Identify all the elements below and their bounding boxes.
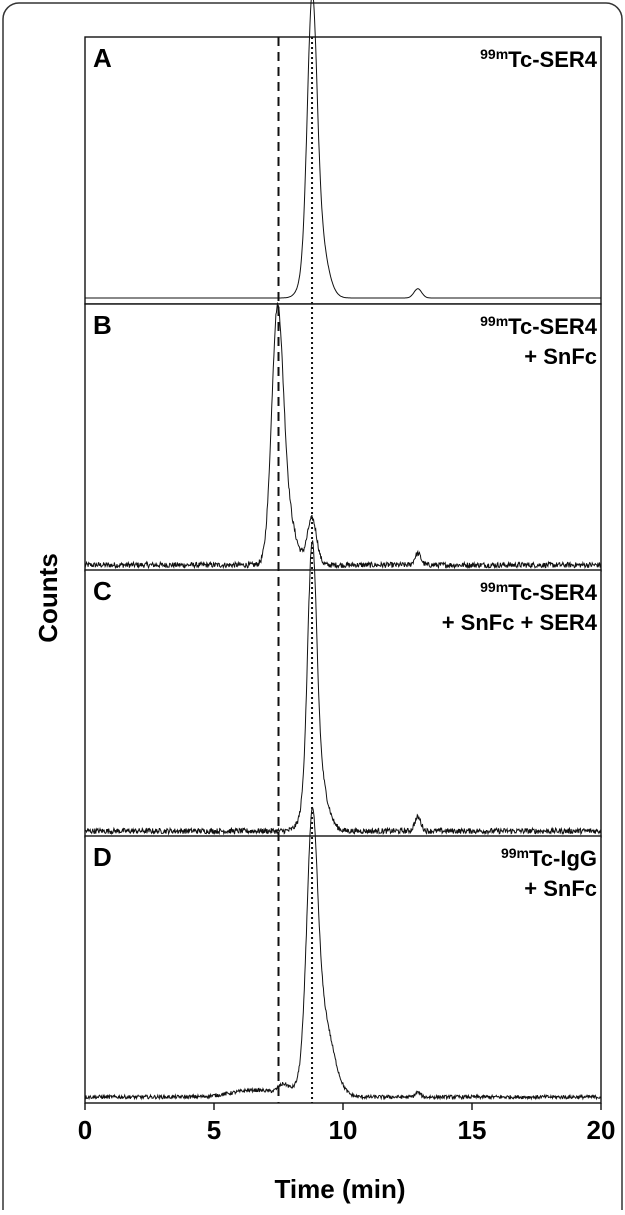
sample-label: 99mTc-SER4 [480,46,598,72]
sample-label-text: Tc-SER4 [508,580,598,605]
x-axis-label: Time (min) [275,1174,406,1204]
y-axis-label: Counts [33,553,63,643]
x-tick-label: 5 [207,1115,221,1145]
sample-label-line: + SnFc + SER4 [442,610,598,635]
sample-label-line: + SnFc [524,876,597,901]
sample-label: 99mTc-SER4 [480,313,598,339]
panel-letter: B [93,310,112,340]
reference-lines-group [277,37,314,1103]
panel-frame [84,835,602,1104]
x-tick-label: 0 [78,1115,92,1145]
sample-label-text: Tc-IgG [529,846,597,871]
panel-frame [84,569,602,838]
isotope-superscript: 99m [480,46,508,62]
sample-label: 99mTc-IgG [501,845,597,871]
panel-letter: C [93,576,112,606]
x-axis: 0 5 10 15 20 [78,1103,616,1145]
trace-line [84,302,602,570]
sample-label-text: Tc-SER4 [508,314,598,339]
panel-frame [84,36,602,305]
isotope-superscript: 99m [480,313,508,329]
sample-label-line: + SnFc [524,344,597,369]
sample-label-text: Tc-SER4 [508,47,598,72]
panel-letter: D [93,842,112,872]
trace-line [85,0,601,299]
x-tick-label: 20 [587,1115,616,1145]
panel-b: B 99mTc-SER4 + SnFc [84,302,602,572]
panel-letter: A [93,43,112,73]
trace-line [84,540,602,836]
panel-frame [84,303,602,572]
isotope-superscript: 99m [480,579,508,595]
panel-a: A 99mTc-SER4 [84,0,602,305]
x-tick-label: 10 [329,1115,358,1145]
sample-label: 99mTc-SER4 [480,579,598,605]
panel-d: D 99mTc-IgG + SnFc [84,806,602,1104]
x-tick-label: 15 [458,1115,487,1145]
trace-line [84,806,602,1101]
isotope-superscript: 99m [501,845,529,861]
panel-c: C 99mTc-SER4 + SnFc + SER4 [84,540,602,838]
